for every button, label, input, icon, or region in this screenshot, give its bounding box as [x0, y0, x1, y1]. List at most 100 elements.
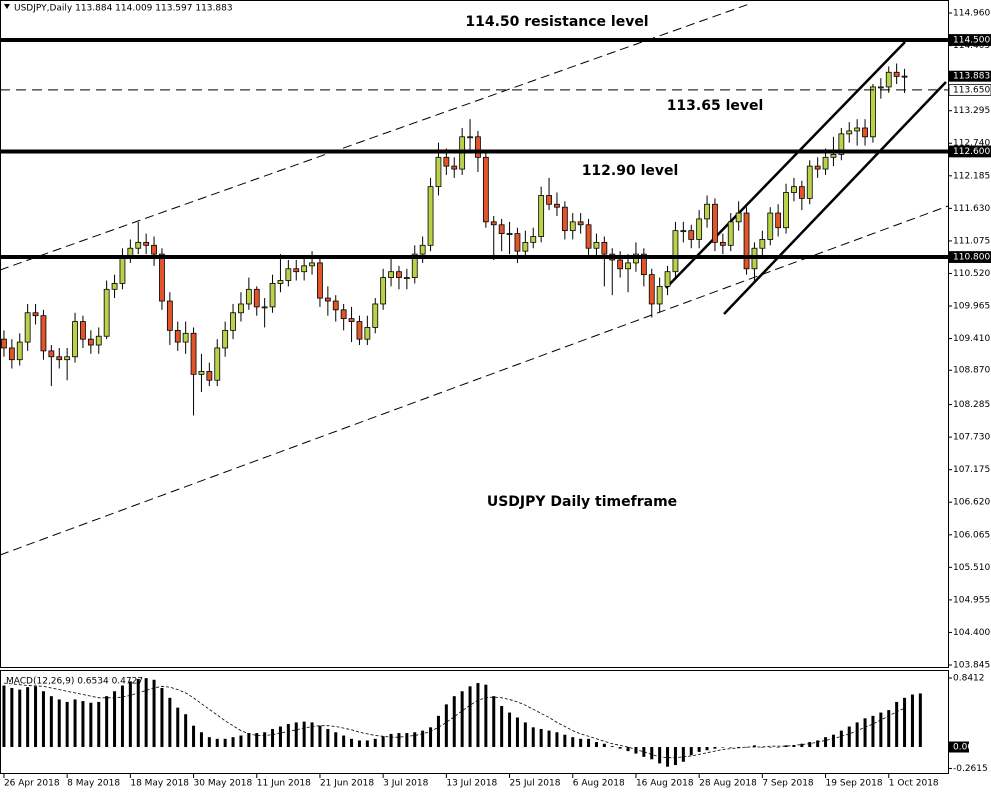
macd-bar — [547, 730, 551, 748]
x-tick-label: 13 Jul 2018 — [446, 779, 497, 789]
candle-body — [317, 262, 323, 299]
macd-bar — [34, 686, 38, 748]
macd-bar — [294, 722, 298, 748]
macd-bar — [326, 728, 330, 748]
x-tick-label: 3 Jul 2018 — [383, 779, 428, 789]
candle-body — [767, 212, 774, 240]
macd-bar — [666, 747, 670, 767]
macd-bar — [357, 740, 361, 748]
candle-body — [24, 312, 31, 343]
candle-body — [40, 315, 47, 352]
trend-channel-lower — [723, 81, 947, 315]
x-tick-label: 18 May 2018 — [130, 779, 189, 789]
candle-body — [617, 259, 624, 270]
macd-bar — [871, 715, 875, 748]
candle-body — [712, 203, 718, 243]
x-tick-label: 21 Jun 2018 — [320, 779, 374, 789]
macd-bar — [120, 685, 124, 748]
level-label: 114.500 — [953, 36, 990, 46]
candle-body — [783, 192, 789, 229]
candle-body — [870, 86, 876, 138]
candle-body — [16, 341, 23, 361]
candle-body — [48, 350, 55, 358]
macd-bar — [634, 747, 638, 754]
macd-bar — [365, 740, 369, 748]
macd-bar — [436, 715, 440, 748]
x-tick-label: 7 Sep 2018 — [762, 779, 814, 789]
macd-bar — [26, 687, 30, 748]
y-tick-label: -0.2615 — [953, 764, 988, 774]
candle-body — [846, 130, 853, 135]
macd-bar — [776, 747, 780, 748]
macd-bar — [184, 714, 188, 748]
y-tick-label: 114.405 — [953, 41, 990, 51]
candle-body — [885, 71, 892, 88]
candle-body — [174, 329, 181, 343]
y-tick-label: 108.870 — [953, 366, 990, 376]
macd-bar — [176, 707, 180, 748]
candle-body — [601, 241, 608, 255]
candle-body — [372, 303, 379, 328]
candle-body — [893, 71, 900, 77]
macd-bar — [594, 742, 598, 748]
candle-body — [56, 356, 63, 361]
macd-bar — [223, 738, 227, 748]
candle-body — [285, 268, 292, 281]
macd-bar — [903, 697, 907, 748]
candle-body — [561, 206, 568, 232]
macd-bar — [697, 747, 701, 752]
macd-bar — [57, 699, 61, 748]
candle-body — [530, 236, 537, 243]
candle-body — [704, 203, 710, 220]
candle-body — [356, 321, 363, 340]
candle-body — [222, 329, 229, 349]
y-tick-label: 0.8412 — [953, 674, 985, 684]
macd-bar — [650, 747, 654, 760]
macd-bar — [910, 694, 914, 748]
candle-body — [522, 241, 529, 252]
trendlines — [0, 2, 949, 556]
candle-body — [664, 271, 671, 287]
macd-title: MACD(12,26,9) 0.6534 0.4727 — [6, 677, 143, 687]
y-tick-label: 104.400 — [953, 628, 990, 638]
macd-bar — [689, 747, 693, 756]
candle-body — [735, 212, 742, 223]
x-tick-label: 28 Aug 2018 — [699, 779, 757, 789]
candle-body — [1, 338, 7, 349]
macd-bar — [334, 732, 338, 748]
macd-bar — [144, 678, 148, 748]
macd-bar — [508, 712, 512, 748]
macd-bar — [531, 727, 535, 748]
macd-bar — [681, 747, 685, 762]
candle-body — [159, 253, 165, 302]
macd-bar — [65, 701, 69, 748]
candle-body — [364, 327, 371, 340]
macd-bar — [2, 685, 6, 748]
macd-bar — [642, 747, 646, 757]
macd-bar — [421, 730, 425, 748]
macd-bar — [41, 691, 45, 748]
candle-body — [143, 241, 150, 246]
x-tick-label: 19 Sep 2018 — [826, 779, 883, 789]
candle-body — [261, 306, 268, 309]
candle-body — [166, 300, 173, 331]
macd-bar — [745, 747, 749, 748]
candle-body — [103, 288, 110, 337]
macd-bar — [318, 725, 322, 748]
annotation: 114.50 resistance level — [465, 14, 648, 30]
candle-body — [80, 321, 86, 340]
y-tick-label: 107.730 — [953, 433, 990, 443]
macd-bar — [373, 738, 377, 748]
x-tick-label: 26 Apr 2018 — [4, 779, 60, 789]
candle-body — [301, 265, 308, 273]
macd-bar — [831, 734, 835, 748]
macd-bar — [381, 736, 385, 748]
candle-body — [688, 230, 695, 240]
candle-body — [8, 347, 15, 361]
macd-bar — [824, 737, 828, 748]
candle-body — [245, 288, 252, 305]
macd-bar — [342, 735, 346, 748]
macd-bar — [136, 678, 140, 748]
level-label: 110.800 — [953, 253, 990, 263]
